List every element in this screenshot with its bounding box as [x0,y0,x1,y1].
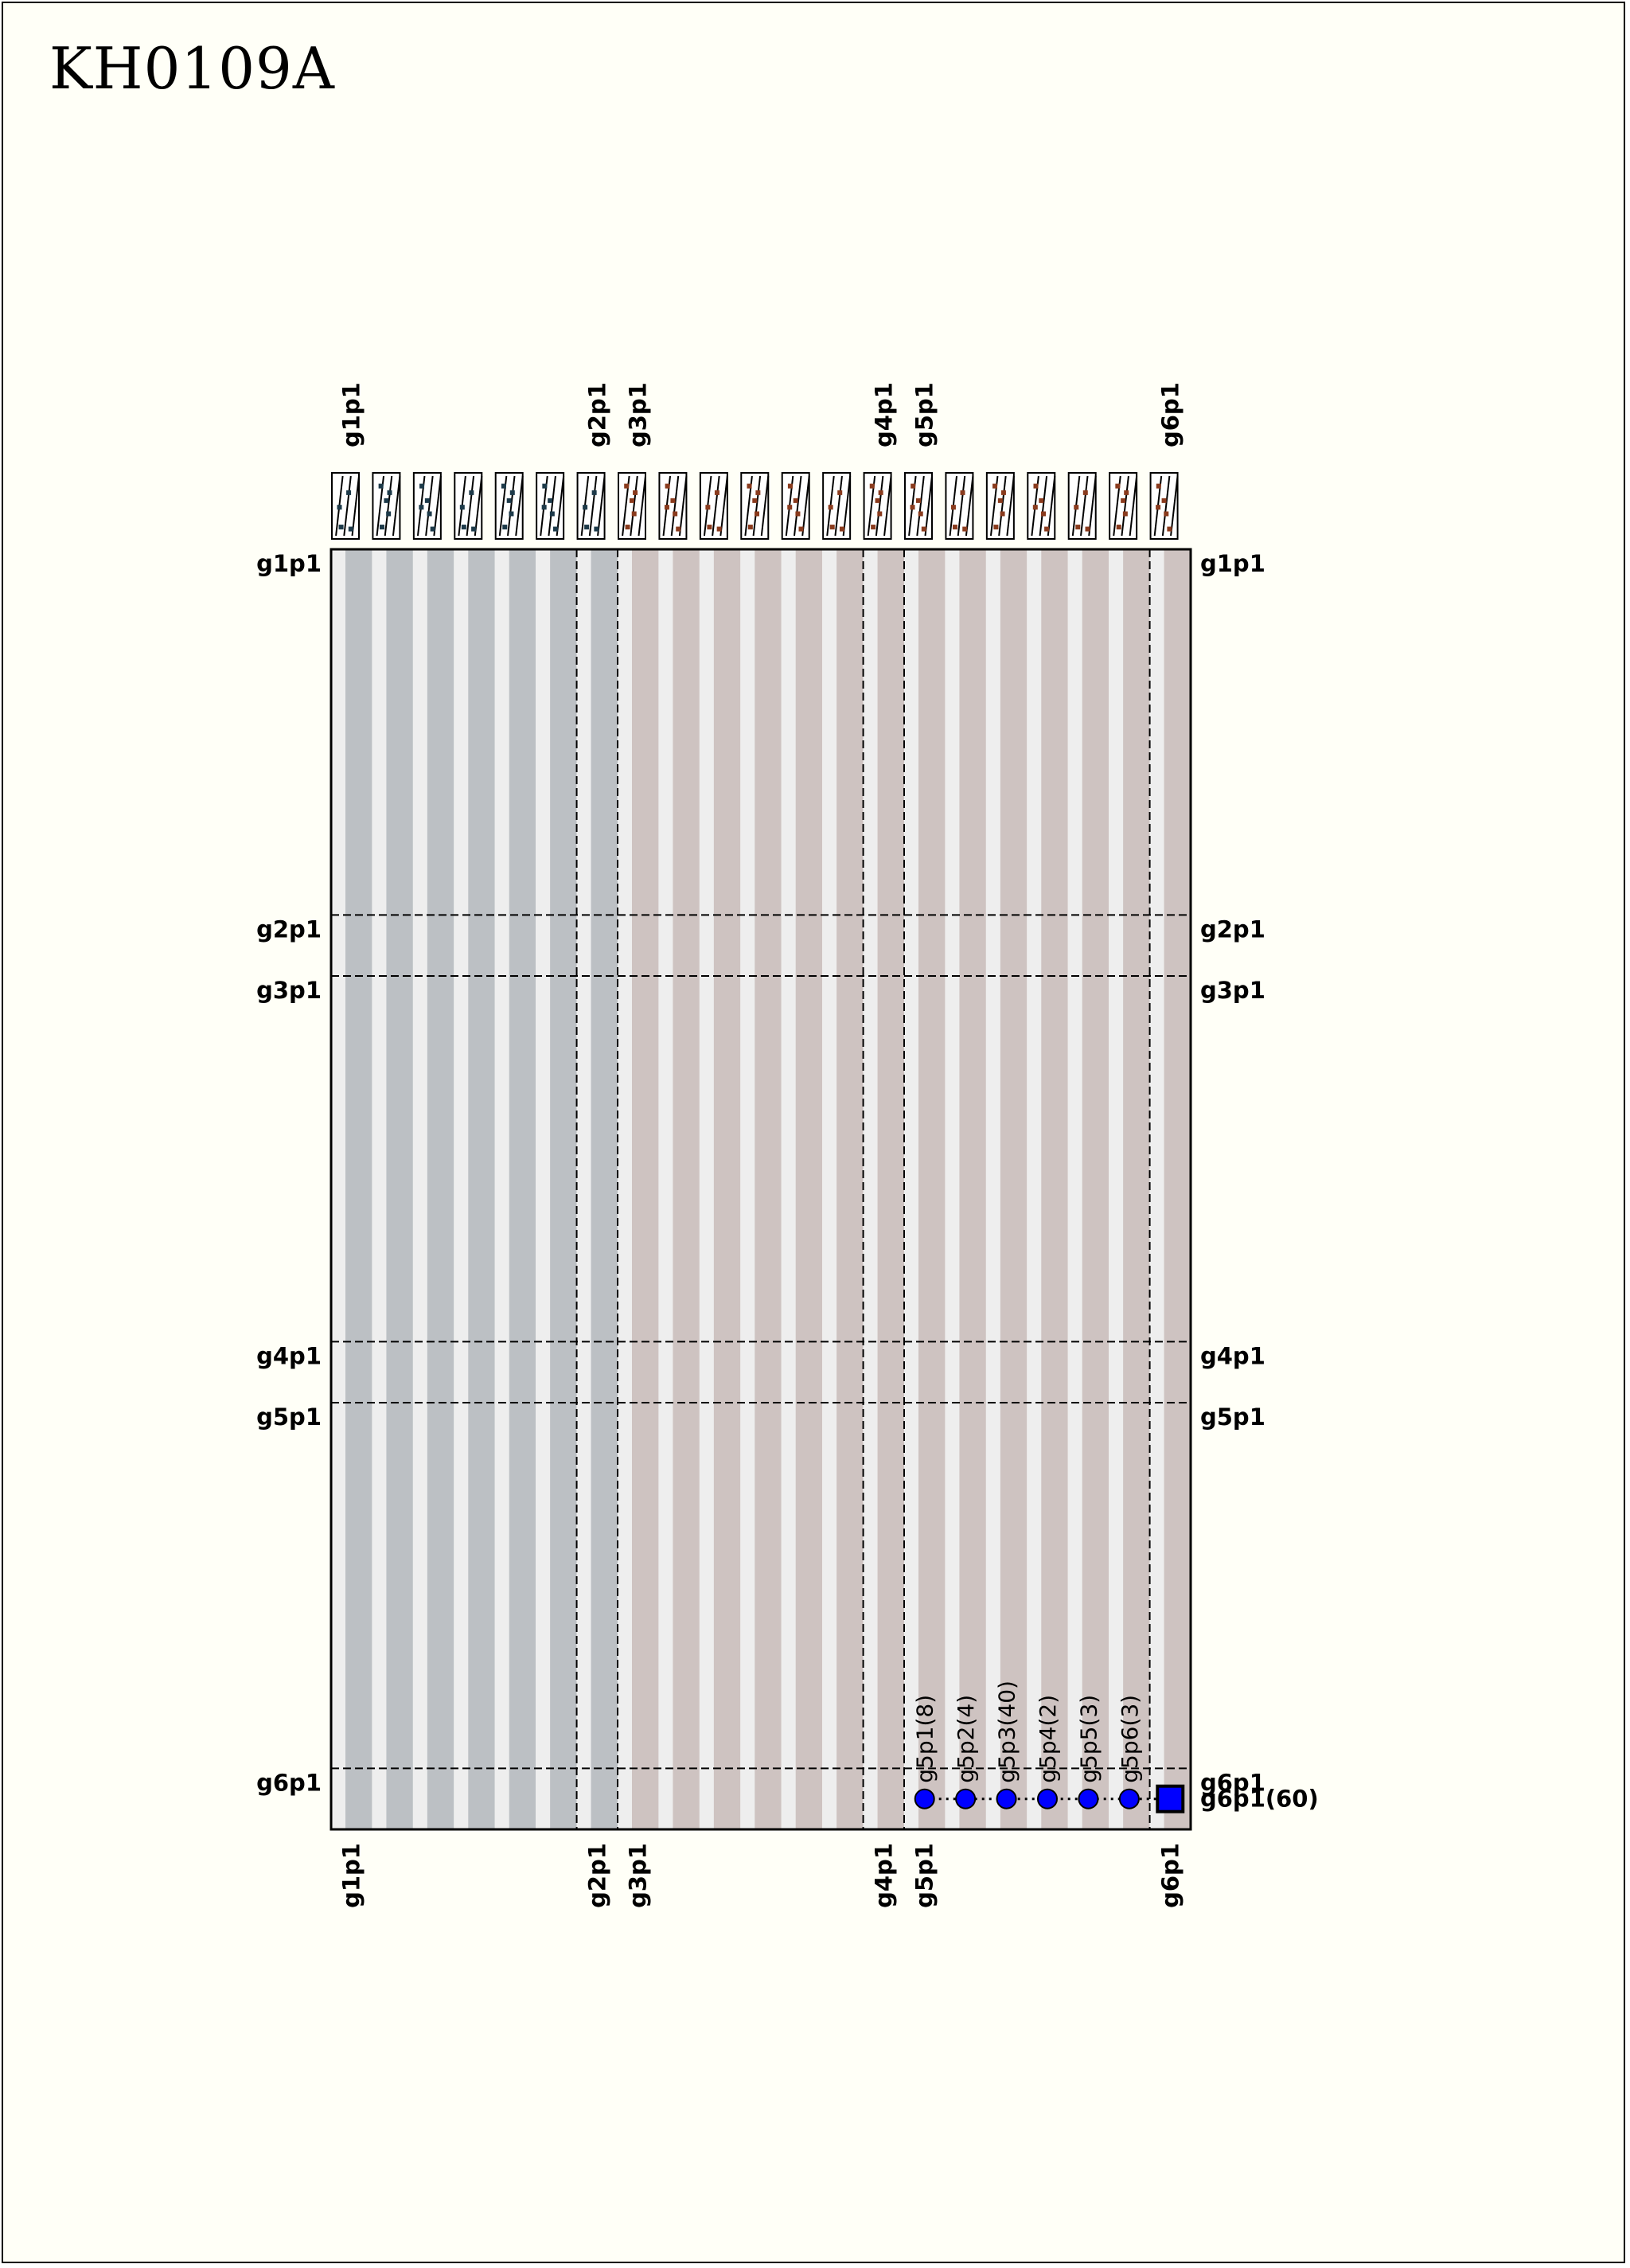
column-pattern-icon [372,472,401,540]
marker-dot [914,1788,935,1809]
column-stripe [509,549,536,1829]
column-pattern-icon [863,472,892,540]
bottom-genome-label: g2p1 [583,1843,610,1908]
column-pattern-icon [454,472,483,540]
column-pattern-icon [1067,472,1097,540]
left-genome-label: g3p1 [256,977,322,1004]
marker-dot [1118,1788,1140,1809]
column-pattern-icon [536,472,565,540]
left-genome-label: g5p1 [256,1403,322,1431]
right-genome-label: g1p1 [1200,550,1265,577]
plot-frame [330,548,1192,1831]
marker-dot [1078,1788,1099,1809]
column-stripe [755,549,782,1829]
column-pattern-icon [331,472,360,540]
left-genome-label: g6p1 [256,1769,322,1796]
marker-track: g5p1(8) g5p2(4) g5p3(40) g5p4(2) g5p5(3) g5p6… [912,1681,1319,1813]
column-stripe [877,549,904,1829]
column-stripe [1164,549,1191,1829]
column-pattern-icon [945,472,974,540]
column-pattern-icon [494,472,524,540]
column-pattern-icon [1027,472,1056,540]
page-title: KH0109A [49,35,335,102]
marker-label: g5p3(40) [994,1681,1020,1783]
column-stripe [386,549,413,1829]
column-pattern-icon [985,472,1015,540]
marker-dot [955,1788,977,1809]
column-pattern-icon [1149,472,1179,540]
marker-label: g5p2(4) [953,1695,979,1783]
column-pattern-icon [904,472,933,540]
column-pattern-icons [331,472,1179,540]
bottom-genome-label: g6p1 [1156,1843,1184,1908]
column-stripe [1123,549,1150,1829]
column-pattern-icon [740,472,770,540]
column-stripe [1082,549,1109,1829]
marker-label: g5p1(8) [912,1695,938,1783]
top-genome-label: g2p1 [583,382,610,447]
column-stripe [959,549,986,1829]
top-genome-label: g4p1 [870,382,897,447]
column-stripe [673,549,700,1829]
column-stripe [468,549,495,1829]
marker-dot [1037,1788,1058,1809]
column-stripe [632,549,659,1829]
column-stripe [713,549,741,1829]
bottom-genome-label: g1p1 [338,1843,365,1908]
column-stripe [591,549,618,1829]
top-genome-label: g6p1 [1156,382,1184,447]
column-stripe [1000,549,1028,1829]
column-pattern-icon [658,472,688,540]
marker-label: g6p1(60) [1200,1786,1319,1813]
column-pattern-icon [576,472,606,540]
bottom-genome-label: g4p1 [870,1843,897,1908]
marker-square [1156,1784,1185,1813]
column-pattern-icon [822,472,852,540]
left-genome-label: g2p1 [256,915,322,943]
left-genome-label: g4p1 [256,1342,322,1369]
column-stripe [550,549,577,1829]
column-stripe [345,549,372,1829]
column-pattern-icon [1109,472,1138,540]
top-genome-label: g3p1 [625,382,652,447]
marker-label: g5p5(3) [1075,1695,1102,1783]
marker-dot [996,1788,1017,1809]
column-stripe [836,549,864,1829]
column-stripe [918,549,946,1829]
right-genome-label: g2p1 [1200,915,1265,943]
top-genome-label: g1p1 [338,382,365,447]
right-genome-label: g5p1 [1200,1403,1265,1431]
top-genome-label: g5p1 [911,382,938,447]
genome-boundaries [331,549,1191,1829]
bottom-genome-label: g5p1 [911,1843,938,1908]
column-stripe [795,549,823,1829]
axis-labels: g1p1 g1p1 g2p1 g2p1 g3p1 g3p1 g4p1 g4p1 g5p1 g5p1… [256,382,1265,1908]
marker-label: g5p6(3) [1117,1695,1143,1783]
column-pattern-icon [618,472,646,540]
bottom-genome-label: g3p1 [625,1843,652,1908]
right-genome-label: g6p1 [1200,1769,1265,1796]
right-genome-label: g4p1 [1200,1342,1265,1369]
column-pattern-icon [781,472,810,540]
left-genome-label: g1p1 [256,550,322,577]
column-pattern-icon [412,472,442,540]
column-pattern-icon [699,472,728,540]
column-stripe [1041,549,1068,1829]
right-genome-label: g3p1 [1200,977,1265,1004]
column-stripes [331,549,1191,1829]
marker-label: g5p4(2) [1035,1695,1061,1783]
column-stripe [427,549,454,1829]
